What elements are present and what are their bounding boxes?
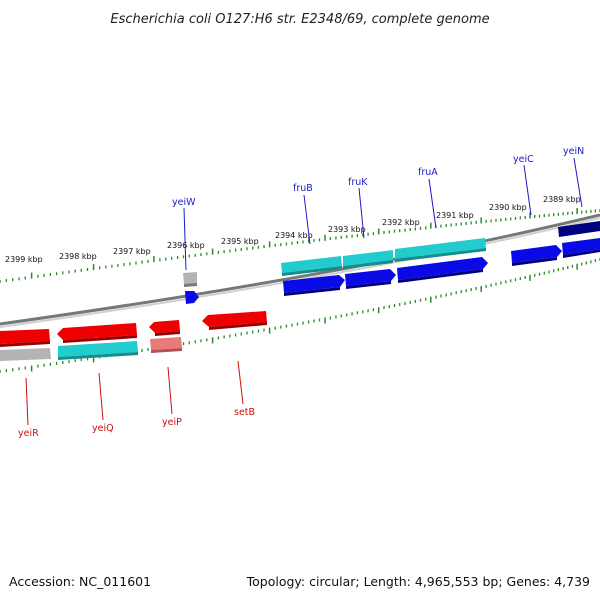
- gene-label-fruK: fruK: [348, 177, 368, 188]
- feature-block-fruB: [281, 256, 342, 273]
- feature-block-yeiQ: [58, 341, 138, 357]
- genome-title: Escherichia coli O127:H6 str. E2348/69, …: [110, 12, 489, 27]
- feature-block-fruA: [395, 238, 486, 259]
- gene-arrow-yeiR: [0, 329, 50, 344]
- accession-text: Accession: NC_011601: [9, 574, 151, 589]
- gene-label-fruB: fruB: [293, 183, 313, 194]
- backbone-strand-shadow: [0, 217, 600, 328]
- gene-label-setB: setB: [234, 407, 255, 418]
- tick-label-2398: 2398 kbp: [59, 252, 97, 261]
- leader-yeiW: [183, 207, 187, 271]
- feature-block-yeiN: [558, 221, 600, 237]
- gene-arrow-setB-shade: [209, 322, 267, 330]
- leader-yeiC: [523, 164, 532, 216]
- backbone: [0, 213, 600, 328]
- leader-fruB: [303, 194, 311, 245]
- gene-arrow-yeiP-shade: [155, 331, 180, 336]
- tick-label-2392: 2392 kbp: [382, 218, 420, 227]
- gene-arrow-fruB: [283, 275, 345, 293]
- leader-yeiP: [167, 366, 173, 415]
- tick-label-2394: 2394 kbp: [275, 231, 313, 240]
- topology-text: Topology: circular; Length: 4,965,553 bp…: [246, 574, 590, 589]
- leader-setB: [237, 360, 244, 405]
- leader-yeiR: [25, 377, 29, 426]
- tick-label-2397: 2397 kbp: [113, 247, 151, 256]
- gene-label-yeiQ: yeiQ: [92, 423, 114, 434]
- gene-arrow-fruB-shade: [284, 287, 340, 296]
- reverse-gene-labels: yeiR yeiQ yeiP setB: [18, 360, 255, 439]
- gene-arrow-fruA-shade: [398, 269, 483, 283]
- gene-arrow-yeiC-shade: [512, 257, 557, 266]
- feature-block-fruK-shade: [343, 260, 393, 269]
- pseudo-block-yeiW: [183, 272, 197, 284]
- gene-label-yeiC: yeiC: [513, 154, 534, 165]
- feature-block-fruB-shade: [282, 266, 342, 276]
- tick-label-2389: 2389 kbp: [543, 195, 581, 204]
- tick-label-2391: 2391 kbp: [436, 211, 474, 220]
- scale-labels: 2399 kbp 2398 kbp 2397 kbp 2396 kbp 2395…: [5, 195, 581, 264]
- feature-block-yeiP: [150, 337, 182, 350]
- outer-tick-ring: [0, 208, 600, 283]
- gene-arrow-fruK: [345, 269, 396, 286]
- leader-yeiQ: [98, 372, 104, 421]
- gene-arrow-yeiQ-shade: [63, 335, 137, 343]
- gene-label-yeiP: yeiP: [162, 417, 182, 428]
- gene-label-yeiN: yeiN: [563, 146, 584, 157]
- gene-label-yeiR: yeiR: [18, 428, 39, 439]
- feature-block-yeiQ-shade: [58, 352, 138, 360]
- leader-fruK: [358, 187, 365, 239]
- backbone-strand: [0, 213, 600, 326]
- tick-label-2393: 2393 kbp: [328, 225, 366, 234]
- tick-label-2399: 2399 kbp: [5, 255, 43, 264]
- leader-yeiN: [573, 157, 583, 208]
- gene-arrow-yeiR-shade: [0, 341, 50, 347]
- pseudo-block-yeiR: [0, 348, 51, 361]
- gene-arrow-yeiC: [511, 245, 562, 263]
- gene-arrow-yeiN-shade: [563, 249, 600, 258]
- leader-fruA: [428, 178, 437, 229]
- gene-arrow-fruA: [397, 257, 488, 280]
- gene-arrow-setB: [202, 311, 267, 327]
- gene-label-yeiW: yeiW: [172, 197, 196, 208]
- gene-arrow-yeiN: [562, 238, 600, 255]
- pseudo-block-yeiW-shade: [184, 283, 197, 287]
- feature-block-fruK: [343, 250, 393, 266]
- gene-label-fruA: fruA: [418, 167, 438, 178]
- gene-arrow-yeiQ: [57, 323, 137, 340]
- gene-arrow-yeiW: [185, 291, 199, 304]
- tick-label-2395: 2395 kbp: [221, 237, 259, 246]
- forward-gene-labels: yeiW fruB fruK fruA yeiC yeiN: [172, 146, 584, 271]
- tick-label-2390: 2390 kbp: [489, 203, 527, 212]
- tick-label-2396: 2396 kbp: [167, 241, 205, 250]
- feature-block-yeiP-shade: [151, 348, 182, 353]
- gene-arrow-yeiP: [149, 320, 180, 333]
- reverse-strand-features: [0, 311, 267, 361]
- forward-strand-features: [183, 221, 600, 304]
- feature-block-fruA-shade: [395, 248, 486, 262]
- gene-arrow-fruK-shade: [346, 281, 391, 289]
